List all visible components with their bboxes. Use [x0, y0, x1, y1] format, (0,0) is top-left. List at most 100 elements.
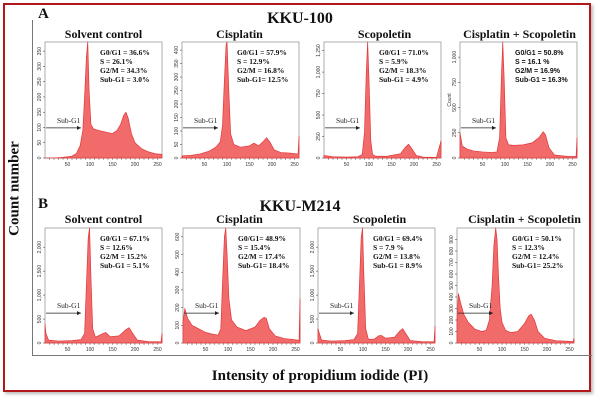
x-tick-label: 100	[86, 162, 95, 168]
phase-stat: G0/G1 = 50.8%	[515, 50, 564, 57]
x-tick-label: 100	[223, 162, 232, 168]
x-tick-label: 200	[410, 162, 419, 168]
y-tick-label: 300	[174, 73, 180, 82]
phase-stat: G0/G1 = 57.9%	[237, 48, 287, 57]
phase-stat: Sub-G1 = 16.3%	[515, 77, 568, 84]
plot-frame	[323, 41, 442, 159]
phase-stat: S = 12.9%	[237, 57, 270, 66]
x-tick-label: 100	[359, 347, 368, 353]
y-tick-label: 750	[452, 78, 458, 87]
phase-stat: G2/M = 16.8%	[237, 66, 284, 75]
x-tick-label: 200	[543, 347, 552, 353]
y-tick-label: 700	[449, 258, 455, 267]
phase-stat: Sub-G1= 18.4%	[238, 261, 289, 270]
histogram-plot: 0 250 500 750 1,000 50 100 150 200 250 Count G0/G1 …	[447, 41, 578, 168]
phase-stat: Sub-G1= 25.2%	[512, 261, 563, 270]
y-tick-label: 500	[37, 315, 43, 324]
histogram-plot: 0 100 200 300 400 500 600 50 100 150 200 250 G0/G1= …	[175, 227, 301, 353]
y-tick-label: 100	[37, 123, 43, 132]
x-tick-label: 50	[65, 347, 71, 353]
panel-letter-b: B	[38, 196, 49, 212]
x-tick-label: 200	[131, 162, 140, 168]
phase-stat: S = 7.9 %	[373, 243, 404, 252]
plot-title: Cisplatin + Scopoletin	[468, 212, 581, 226]
y-tick-label: 250	[452, 128, 458, 137]
plot-title: Solvent control	[64, 212, 143, 226]
x-tick-label: 200	[131, 347, 140, 353]
subg1-arrowhead-icon	[356, 125, 360, 130]
histogram-plot: 0 250 500 750 1,000 1,250 50 100 150 200 250 G0/G1 …	[316, 41, 442, 168]
y-tick-label: 200	[175, 303, 181, 312]
subg1-label: Sub-G1	[472, 116, 496, 125]
y-tick-label: 400	[449, 293, 455, 302]
subg1-label: Sub-G1	[330, 301, 354, 310]
x-tick-label: 250	[568, 162, 577, 168]
x-tick-label: 50	[477, 347, 483, 353]
x-tick-label: 50	[480, 162, 486, 168]
y-tick-label: 500	[452, 103, 458, 112]
plot-title: Cisplatin	[216, 212, 263, 226]
x-tick-label: 100	[501, 162, 510, 168]
y-tick-label: 250	[316, 132, 322, 141]
plot-frame	[182, 227, 301, 344]
y-tick-label: 150	[37, 108, 43, 117]
x-tick-label: 100	[498, 347, 507, 353]
subg1-arrowhead-icon	[492, 125, 496, 130]
y-tick-label: 1,000	[37, 289, 43, 302]
histogram-area	[182, 227, 301, 344]
y-tick-label: 0	[316, 156, 322, 159]
y-tick-label: 500	[316, 111, 322, 120]
y-tick-label: 500	[175, 250, 181, 259]
subg1-arrowhead-icon	[215, 311, 219, 316]
y-tick-label: 350	[174, 59, 180, 68]
y-tick-label: 300	[449, 304, 455, 313]
subg1-label: Sub-G1	[195, 301, 219, 310]
phase-stat: S = 12.3%	[512, 243, 545, 252]
y-tick-label: 500	[449, 281, 455, 290]
plot-title: Scopoletin	[357, 27, 412, 41]
subg1-label: Sub-G1	[194, 116, 218, 125]
x-tick-label: 250	[153, 347, 162, 353]
x-tick-label: 250	[153, 162, 162, 168]
x-tick-label: 150	[245, 162, 254, 168]
x-tick-label: 150	[108, 347, 117, 353]
y-tick-label: 750	[316, 89, 322, 98]
x-tick-label: 250	[432, 162, 441, 168]
y-tick-label: 50	[174, 142, 180, 148]
y-tick-label: 0	[452, 156, 458, 159]
subg1-label: Sub-G1	[57, 116, 81, 125]
x-tick-label: 50	[344, 162, 350, 168]
x-tick-label: 200	[546, 162, 555, 168]
x-tick-label: 50	[65, 162, 71, 168]
panel-letter-a: A	[38, 6, 49, 22]
figure-x-axis-label: Intensity of propidium iodide (PI)	[211, 368, 429, 384]
y-tick-label: 800	[449, 247, 455, 256]
phase-stat: G0/G1 = 36.6%	[100, 48, 150, 57]
phase-stat: G2/M = 18.3%	[379, 66, 426, 75]
phase-stat: G2/M = 12.4%	[512, 252, 559, 261]
plot-frame	[44, 227, 163, 344]
y-tick-label: 400	[174, 46, 180, 55]
subg1-arrowhead-icon	[77, 125, 81, 130]
y-tick-label: 250	[37, 77, 43, 86]
phase-stat: G0/G1 = 67.1%	[100, 234, 150, 243]
plot-title: Cisplatin	[216, 27, 263, 41]
histogram-area	[456, 227, 575, 344]
subg1-label: Sub-G1	[469, 301, 493, 310]
y-tick-label: 200	[449, 316, 455, 325]
y-tick-label: 0	[174, 156, 180, 159]
x-tick-label: 100	[86, 347, 95, 353]
y-tick-label: 0	[37, 156, 43, 159]
outer-y-axis-line	[32, 20, 33, 355]
x-tick-label: 50	[338, 347, 344, 353]
x-tick-label: 100	[224, 347, 233, 353]
phase-stat: G2/M = 16.9%	[515, 68, 561, 75]
y-tick-label: 0	[37, 341, 43, 344]
histogram-plot: 0 500 1,000 1,500 2,000 50 100 150 200 250 G0/G1 =…	[37, 227, 163, 353]
outer-x-axis-line	[32, 355, 592, 356]
plot-frame	[181, 41, 300, 159]
plot-title: Scopoletin	[352, 212, 407, 226]
histogram-area	[317, 227, 436, 344]
phase-stat: Sub-G1 = 8.9%	[373, 261, 423, 270]
x-tick-label: 250	[565, 347, 574, 353]
